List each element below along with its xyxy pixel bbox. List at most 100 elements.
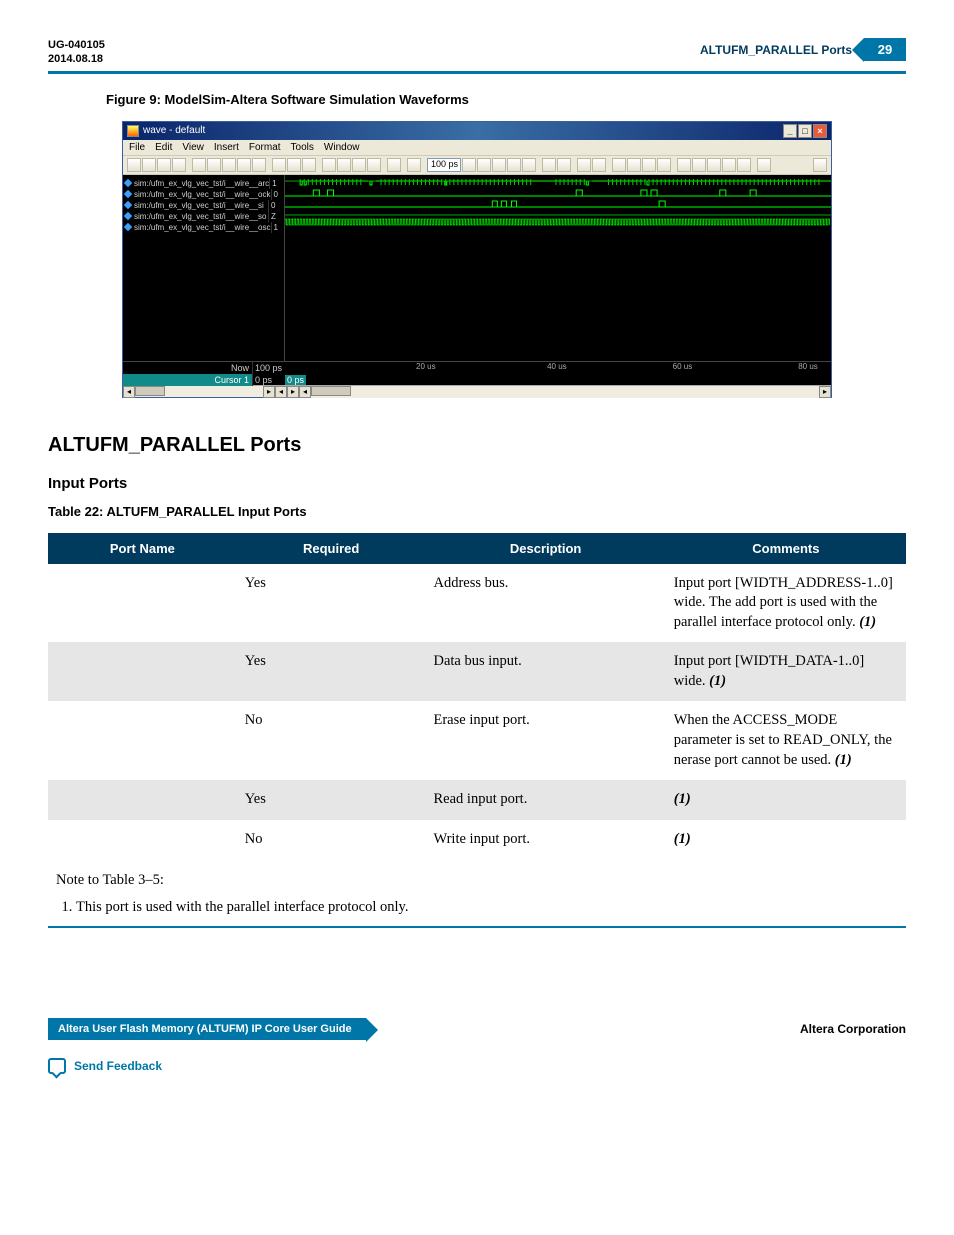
- menu-file[interactable]: File: [129, 142, 145, 153]
- toolbar-zoom-area-icon[interactable]: [642, 158, 656, 172]
- cursor-marker[interactable]: 0 ps: [285, 375, 306, 385]
- scroll-left-button[interactable]: ◂: [299, 386, 311, 398]
- toolbar-cursor2-icon[interactable]: [657, 158, 671, 172]
- table-row: YesRead input port.(1): [48, 780, 906, 820]
- toolbar-time-field[interactable]: 100 ps: [427, 158, 461, 172]
- toolbar-cut-icon[interactable]: [192, 158, 206, 172]
- col-header-required: Required: [237, 533, 426, 564]
- scroll-track[interactable]: [311, 386, 819, 398]
- toolbar-step-icon[interactable]: [367, 158, 381, 172]
- maximize-button[interactable]: □: [798, 124, 812, 138]
- toolbar-signal-icon[interactable]: [302, 158, 316, 172]
- toolbar-prev-icon[interactable]: [542, 158, 556, 172]
- scrollbar-row: ◂ ▸ ◂ ▸ ◂ ▸: [123, 385, 831, 397]
- diamond-icon: [124, 201, 132, 209]
- scroll-right-button[interactable]: ▸: [263, 386, 275, 398]
- note-reference: (1): [835, 752, 852, 768]
- signal-value: 0: [268, 200, 282, 211]
- time-axis[interactable]: 0 ps 20 us 40 us 60 us 80 us: [285, 362, 831, 385]
- cursor-label[interactable]: Cursor 1: [123, 374, 253, 386]
- toolbar-run-all-icon[interactable]: [492, 158, 506, 172]
- scroll-thumb[interactable]: [135, 386, 165, 396]
- signal-name[interactable]: sim:/ufm_ex_vlg_vec_tst/i__wire__ock: [134, 189, 271, 200]
- table-row: YesAddress bus.Input port [WIDTH_ADDRESS…: [48, 564, 906, 643]
- cell-portname: [48, 701, 237, 780]
- close-button[interactable]: ×: [813, 124, 827, 138]
- subsection-heading: Input Ports: [48, 475, 906, 492]
- toolbar-step-time-icon[interactable]: [462, 158, 476, 172]
- toolbar-wave-icon[interactable]: [322, 158, 336, 172]
- signal-name[interactable]: sim:/ufm_ex_vlg_vec_tst/i__wire__arc: [134, 178, 269, 189]
- toolbar-up-icon[interactable]: [387, 158, 401, 172]
- page-number-badge: 29: [864, 38, 906, 61]
- window-titlebar[interactable]: wave - default _ □ ×: [123, 122, 831, 140]
- time-bar: Now 100 ps Cursor 1 0 ps 0 ps 20 us 40 u…: [123, 361, 831, 385]
- cell-description: Erase input port.: [426, 701, 666, 780]
- menu-format[interactable]: Format: [249, 142, 281, 153]
- signal-name[interactable]: sim:/ufm_ex_vlg_vec_tst/i__wire__so: [134, 211, 267, 222]
- toolbar-edit-icon[interactable]: [337, 158, 351, 172]
- signal-value: Z: [268, 211, 282, 222]
- toolbar-trace2-icon[interactable]: [592, 158, 606, 172]
- signal-value: 1: [271, 222, 282, 233]
- signal-list[interactable]: sim:/ufm_ex_vlg_vec_tst/i__wire__arc1 si…: [123, 175, 285, 361]
- toolbar-zoom-in-icon[interactable]: [677, 158, 691, 172]
- toolbar-stop-icon[interactable]: [507, 158, 521, 172]
- toolbar-redo-icon[interactable]: [252, 158, 266, 172]
- signal-name[interactable]: sim:/ufm_ex_vlg_vec_tst/i__wire__osc: [134, 222, 271, 233]
- menu-view[interactable]: View: [182, 142, 204, 153]
- scroll-thumb[interactable]: [311, 386, 351, 396]
- cell-required: No: [237, 701, 426, 780]
- scroll-track[interactable]: [135, 386, 263, 397]
- toolbar-print-icon[interactable]: [172, 158, 186, 172]
- toolbar-zoom-fit-icon[interactable]: [707, 158, 721, 172]
- toolbar-zoom-full-icon[interactable]: [627, 158, 641, 172]
- waveform-canvas[interactable]: [285, 175, 831, 361]
- toolbar-help-icon[interactable]: [813, 158, 827, 172]
- toolbar-open-icon[interactable]: [142, 158, 156, 172]
- toolbar-run-icon[interactable]: [477, 158, 491, 172]
- toolbar-run-once-icon[interactable]: [407, 158, 421, 172]
- time-tick: 20 us: [416, 362, 436, 371]
- toolbar-select-icon[interactable]: [612, 158, 626, 172]
- scroll-right-button[interactable]: ▸: [819, 386, 831, 398]
- toolbar-next-icon[interactable]: [557, 158, 571, 172]
- note-intro: Note to Table 3–5:: [56, 872, 164, 888]
- menu-tools[interactable]: Tools: [291, 142, 314, 153]
- note-text: This port is used with the parallel inte…: [76, 899, 408, 915]
- menu-insert[interactable]: Insert: [214, 142, 239, 153]
- feedback-icon: [48, 1058, 66, 1074]
- doc-date: 2014.08.18: [48, 52, 105, 66]
- scroll-left-button[interactable]: ◂: [275, 386, 287, 398]
- toolbar-zoom-cursor-icon[interactable]: [722, 158, 736, 172]
- table-caption: Table 22: ALTUFM_PARALLEL Input Ports: [48, 504, 906, 519]
- menu-edit[interactable]: Edit: [155, 142, 172, 153]
- cell-comments: When the ACCESS_MODE parameter is set to…: [666, 701, 906, 780]
- toolbar-break-icon[interactable]: [352, 158, 366, 172]
- toolbar-restart-icon[interactable]: [522, 158, 536, 172]
- cursor-value: 0 ps: [253, 374, 285, 386]
- doc-code: UG-040105: [48, 38, 105, 52]
- toolbar-trace-icon[interactable]: [577, 158, 591, 172]
- menu-window[interactable]: Window: [324, 142, 360, 153]
- scroll-left-button[interactable]: ◂: [123, 386, 135, 398]
- toolbar-hand-icon[interactable]: [757, 158, 771, 172]
- toolbar-save-icon[interactable]: [157, 158, 171, 172]
- toolbar-copy-icon[interactable]: [207, 158, 221, 172]
- toolbar-find-icon[interactable]: [272, 158, 286, 172]
- cell-comments: (1): [666, 820, 906, 860]
- feedback-link[interactable]: Send Feedback: [48, 1058, 906, 1074]
- signal-row: sim:/ufm_ex_vlg_vec_tst/i__wire__arc1: [125, 178, 282, 189]
- window-title: wave - default: [143, 125, 205, 136]
- toolbar-expand-icon[interactable]: [737, 158, 751, 172]
- toolbar-paste-icon[interactable]: [222, 158, 236, 172]
- window-buttons: _ □ ×: [783, 124, 827, 138]
- minimize-button[interactable]: _: [783, 124, 797, 138]
- toolbar-undo-icon[interactable]: [237, 158, 251, 172]
- cell-comments: (1): [666, 780, 906, 820]
- scroll-right-button[interactable]: ▸: [287, 386, 299, 398]
- toolbar-cursor-icon[interactable]: [287, 158, 301, 172]
- signal-name[interactable]: sim:/ufm_ex_vlg_vec_tst/i__wire__si: [134, 200, 264, 211]
- toolbar-new-icon[interactable]: [127, 158, 141, 172]
- toolbar-zoom-out-icon[interactable]: [692, 158, 706, 172]
